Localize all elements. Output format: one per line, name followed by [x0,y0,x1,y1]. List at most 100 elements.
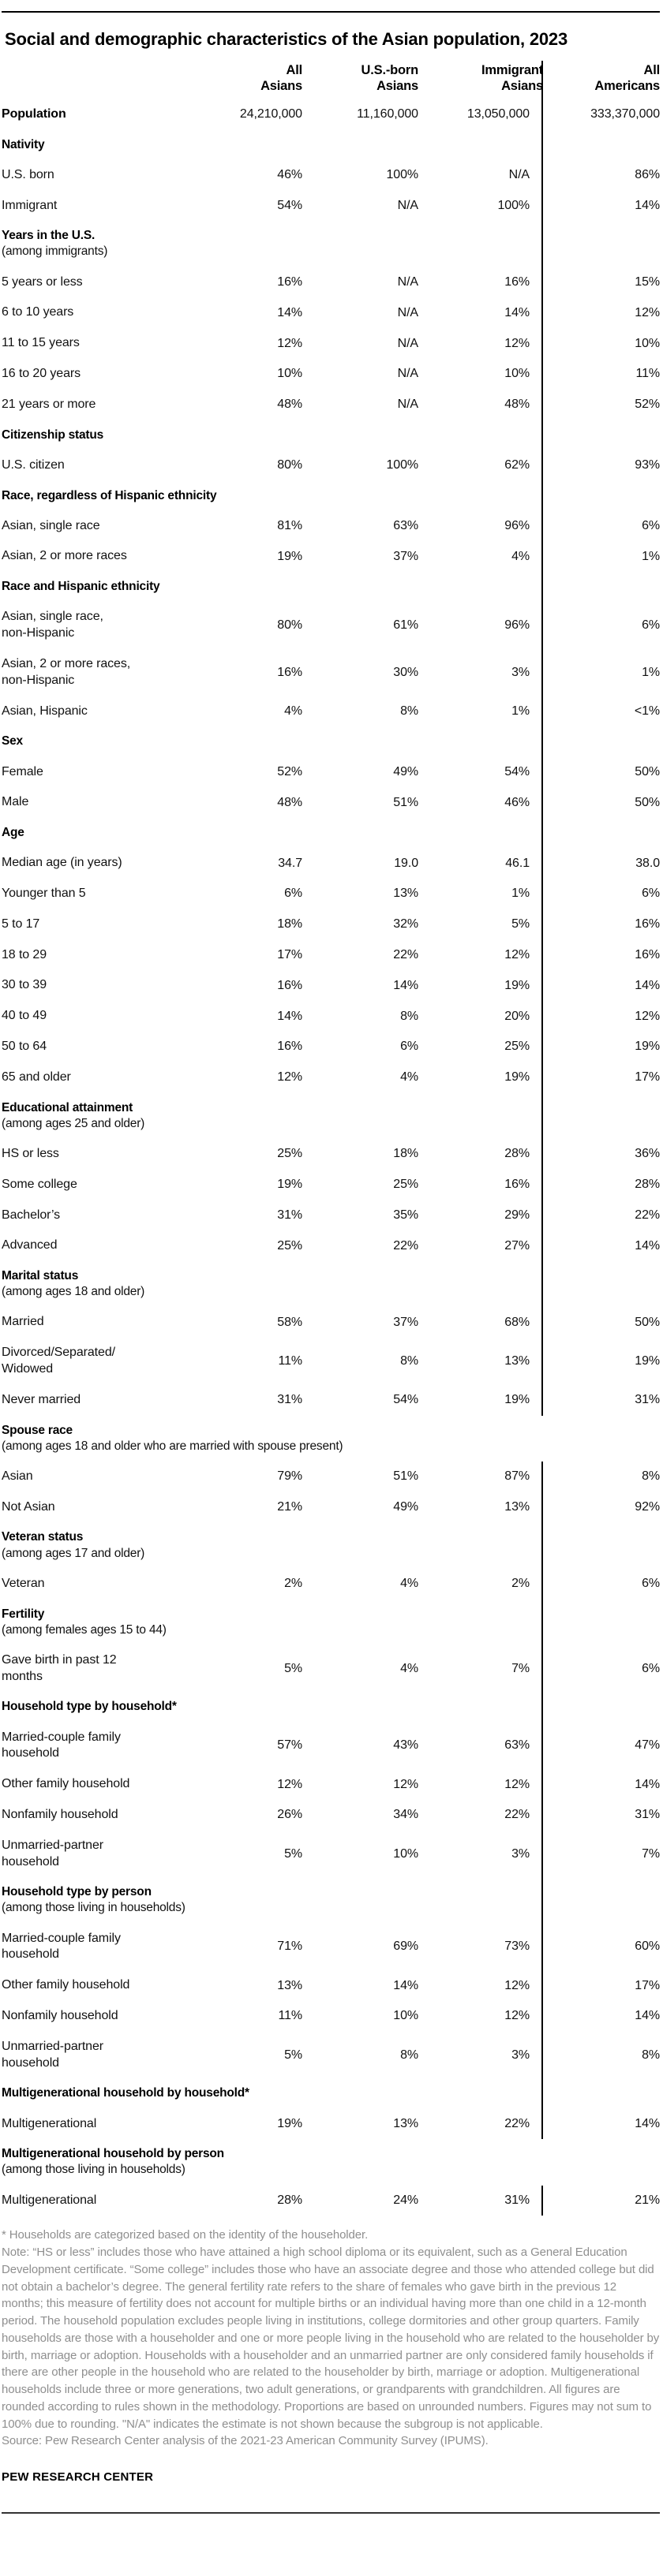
row-label: Asian, 2 or more races, non-Hispanic [2,657,131,687]
column-header-line: Asians [260,79,302,94]
section-header-row: Multigenerational household by household… [2,2078,660,2109]
cell-value: 86% [635,168,660,182]
row-label: Unmarried-partner household [2,1838,104,1869]
row-label: Married [2,1315,44,1329]
row-label: Divorced/Separated/ Widowed [2,1346,115,1376]
demographics-table: All Asians U.S.-born Asians Immigrant Asians A… [2,60,660,2216]
cell-value: 80% [277,458,302,472]
cell-value: 19% [635,1353,660,1368]
cell-value: 19% [277,2116,302,2130]
section-label-text: Multigenerational household by household… [2,2086,249,2100]
cell-value: 37% [393,549,418,563]
bottom-rule [2,2512,660,2514]
cell-value: 22% [393,948,418,962]
row-label: Never married [2,1392,81,1406]
row-label: 5 to 17 [2,917,40,931]
cell-value: 16% [635,917,660,931]
cell-value: 14% [635,2009,660,2023]
row-label: 11 to 15 years [2,336,80,350]
cell-value: 14% [635,1777,660,1791]
row-label: 21 years or more [2,397,96,411]
cell-value: 10% [393,1846,418,1861]
cell-value: 13% [277,1978,302,1992]
section-label: Veteran status (among ages 17 and older) [2,1522,543,1568]
section-label-text: Sex [2,734,23,749]
row-label: Female [2,764,43,778]
section-qualifier: (among those living in households) [2,2163,185,2177]
section-qualifier: (among immigrants) [2,245,108,259]
cell-value: 12% [504,948,530,962]
cell-value: 26% [277,1808,302,1822]
row-label: Immigrant [2,198,58,212]
cell-value: 69% [393,1939,418,1954]
cell-value: 30% [393,665,418,679]
cell-value: 49% [393,1500,418,1514]
cell-value: 50% [635,764,660,778]
cell-value: 50% [635,795,660,809]
cell-value: 6% [642,887,660,901]
row-label: Nonfamily household [2,1807,118,1821]
cell-value: 14% [635,198,660,212]
column-header-line: Asians [501,79,543,94]
row-label: Younger than 5 [2,887,86,901]
cell-value: 16% [277,978,302,992]
cell-value: 6% [642,1577,660,1591]
cell-value: 5% [284,1661,302,1675]
row-label: U.S. born [2,167,54,181]
table-header-row: All Asians U.S.-born Asians Immigrant Asians A… [2,60,660,100]
cell-value: N/A [397,367,418,381]
section-label: Household type by household* [2,1692,543,1722]
table-row: Multigenerational 28% 24% 31% 21% [2,2185,660,2216]
row-label: Other family household [2,1777,130,1791]
table-row: Gave birth in past 12 months 5% 4% 7% 6% [2,1645,660,1693]
cell-value: 19% [504,1070,530,1085]
row-label: Other family household [2,1978,130,1992]
cell-value: 27% [504,1238,530,1253]
cell-value: 28% [504,1147,530,1161]
cell-value: 11% [635,367,660,381]
cell-value: 19.0 [394,856,418,870]
cell-value: 38.0 [635,856,660,870]
section-header-row: Race and Hispanic ethnicity [2,572,660,603]
cell-value: 57% [277,1738,302,1753]
cell-value: 92% [635,1500,660,1514]
table-row: 65 and older 12% 4% 19% 17% [2,1062,660,1093]
header-spacer [2,77,214,83]
cell-value: 61% [393,618,418,633]
cell-value: 3% [511,2048,530,2062]
cell-value: 29% [504,1208,530,1222]
row-label: Advanced [2,1238,58,1253]
table-row: 11 to 15 years 12% N/A 12% 10% [2,328,660,359]
cell-value: 54% [393,1393,418,1407]
column-header: All Americans [543,61,660,99]
row-label: Male [2,795,29,809]
cell-value: 71% [277,1939,302,1954]
cell-value: 46% [504,795,530,809]
cell-value: 22% [504,1808,530,1822]
section-label-text: Veteran status [2,1530,84,1544]
row-label: 50 to 64 [2,1040,47,1054]
section-header-row: Marital status (among ages 18 and older) [2,1261,660,1308]
cell-value: 8% [642,1469,660,1484]
cell-value: 47% [635,1738,660,1753]
table-row: Advanced 25% 22% 27% 14% [2,1230,660,1261]
cell-value: 54% [504,764,530,778]
cell-value: 1% [642,665,660,679]
table-row: Asian, single race 81% 63% 96% 6% [2,510,660,542]
table-row: 30 to 39 16% 14% 19% 14% [2,970,660,1002]
section-label: Multigenerational household by person (a… [2,2139,660,2185]
row-label: Some college [2,1177,77,1191]
column-header-line: All [643,62,661,77]
cell-value: 1% [511,704,530,718]
cell-value: 100% [497,198,530,212]
cell-value: 6% [400,1040,418,1054]
row-label: 30 to 39 [2,978,47,992]
row-label: Married-couple family household [2,1730,121,1760]
pew-table-page: Social and demographic characteristics o… [0,11,663,2514]
table-row: Married-couple family household 57% 43% 63%… [2,1722,660,1770]
cell-value: 68% [504,1315,530,1329]
cell-value: 12% [504,336,530,350]
cell-value: 10% [393,2009,418,2023]
cell-value: 34% [393,1808,418,1822]
row-label: Married-couple family household [2,1931,121,1962]
